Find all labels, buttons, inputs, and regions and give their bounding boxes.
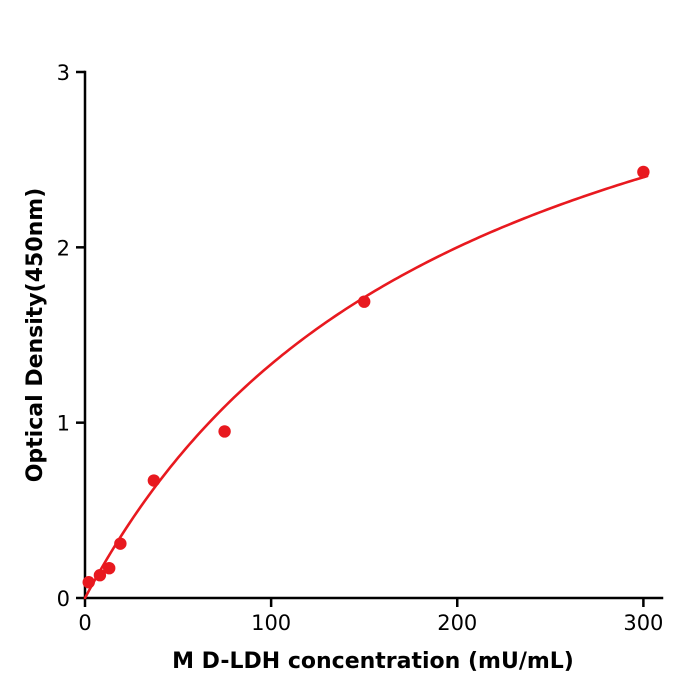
data-point <box>637 165 650 179</box>
data-point <box>82 576 95 589</box>
data-point <box>357 295 371 308</box>
x-axis-label: M D-LDH concentration (mU/mL) <box>172 649 574 674</box>
y-tick-label: 0 <box>57 587 70 611</box>
data-points-layer <box>82 165 650 589</box>
data-point <box>218 425 231 438</box>
data-point <box>147 474 161 487</box>
x-tick-label: 100 <box>251 611 291 635</box>
data-point <box>114 537 127 550</box>
y-axis-label: Optical Density(450nm) <box>23 188 48 483</box>
tick-labels-layer: 0 100 200 300 0 1 2 3 <box>57 61 664 635</box>
fit-curve <box>83 174 649 600</box>
x-tick-label: 200 <box>437 611 477 635</box>
x-tick-label: 0 <box>78 611 91 635</box>
y-tick-label: 2 <box>57 236 70 260</box>
data-point <box>102 561 116 575</box>
data-point <box>93 569 107 582</box>
fit-curve-layer <box>83 174 649 600</box>
y-tick-label: 1 <box>57 412 70 436</box>
y-tick-label: 3 <box>57 61 70 85</box>
x-tick-label: 300 <box>623 611 663 635</box>
axes <box>76 70 664 607</box>
